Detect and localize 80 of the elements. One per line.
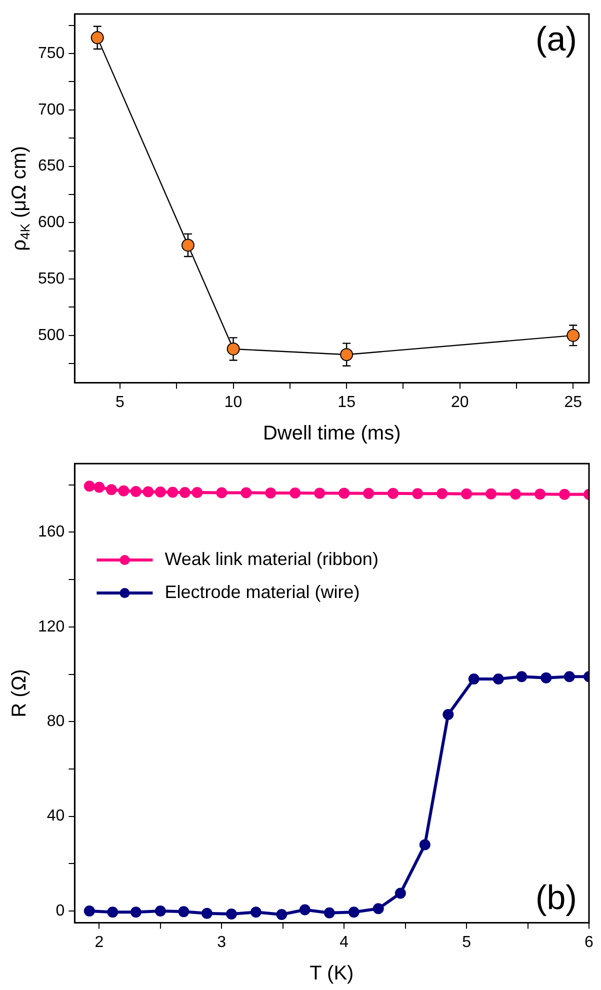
- x-tick-label: 2: [94, 934, 104, 951]
- point: [516, 671, 528, 682]
- point: [265, 487, 276, 498]
- annotation: (a): [535, 20, 577, 58]
- point: [216, 487, 228, 498]
- point: [226, 342, 240, 356]
- x-tick-label: 5: [116, 394, 125, 411]
- point: [167, 486, 178, 498]
- y-tick-label: 500: [38, 326, 65, 344]
- point: [226, 908, 237, 920]
- x-tick-label: 6: [584, 934, 594, 951]
- y-tick-label: 80: [46, 713, 65, 730]
- point: [436, 488, 448, 500]
- point: [564, 671, 575, 682]
- point: [299, 904, 310, 916]
- x-tick-label: 15: [338, 394, 356, 411]
- point: [388, 488, 399, 499]
- point: [201, 908, 212, 919]
- y-axis-title: ρ4K (μΩ cm): [8, 146, 33, 251]
- point: [510, 488, 522, 500]
- x-tick-label: 20: [450, 394, 469, 411]
- point: [419, 839, 430, 850]
- point: [240, 487, 252, 498]
- point: [394, 888, 406, 899]
- point: [192, 486, 203, 498]
- annotation: (b): [535, 879, 577, 918]
- point: [534, 488, 546, 500]
- point: [107, 906, 118, 918]
- point: [486, 488, 497, 500]
- point: [324, 907, 335, 918]
- point: [372, 903, 384, 914]
- point: [276, 909, 288, 920]
- legend-label: Weak link material (ribbon): [164, 549, 378, 569]
- y-tick-label: 120: [38, 618, 65, 636]
- y-tick-label: 750: [38, 44, 65, 62]
- point: [442, 709, 454, 720]
- point: [130, 486, 142, 498]
- point: [250, 906, 262, 918]
- x-tick-label: 25: [564, 394, 582, 411]
- point: [348, 906, 360, 918]
- point: [540, 672, 552, 684]
- point: [179, 486, 190, 498]
- point: [118, 485, 130, 496]
- point: [178, 906, 190, 918]
- point: [90, 31, 104, 44]
- point: [338, 488, 350, 499]
- point: [106, 484, 117, 496]
- point: [154, 486, 166, 498]
- point: [94, 482, 105, 493]
- x-tick-label: 3: [217, 934, 226, 951]
- point: [566, 328, 580, 342]
- y-tick-label: 0: [56, 902, 65, 920]
- point: [84, 905, 95, 916]
- y-tick-label: 160: [38, 524, 65, 541]
- point: [340, 348, 354, 362]
- point: [181, 238, 194, 252]
- y-tick-label: 650: [38, 158, 65, 175]
- point: [290, 487, 301, 498]
- point: [142, 486, 154, 498]
- point: [154, 905, 166, 916]
- x-axis-title: Dwell time (ms): [262, 422, 401, 445]
- point: [412, 488, 424, 500]
- y-tick-label: 40: [46, 808, 65, 825]
- y-tick-label: 700: [38, 101, 65, 118]
- point: [130, 906, 142, 918]
- y-axis-title: R (Ω): [8, 669, 31, 718]
- x-tick-label: 4: [340, 934, 349, 951]
- point: [314, 488, 326, 499]
- point: [84, 480, 95, 492]
- point: [468, 674, 480, 684]
- y-tick-label: 550: [38, 270, 65, 288]
- y-tick-label: 600: [38, 214, 65, 232]
- point: [559, 488, 570, 500]
- x-tick-label: 10: [224, 394, 242, 411]
- point: [461, 488, 472, 500]
- legend-label: Electrode material (wire): [164, 582, 360, 602]
- x-axis-title: T (K): [310, 962, 354, 985]
- point: [492, 674, 504, 684]
- point: [363, 488, 374, 499]
- x-tick-label: 5: [462, 934, 472, 951]
